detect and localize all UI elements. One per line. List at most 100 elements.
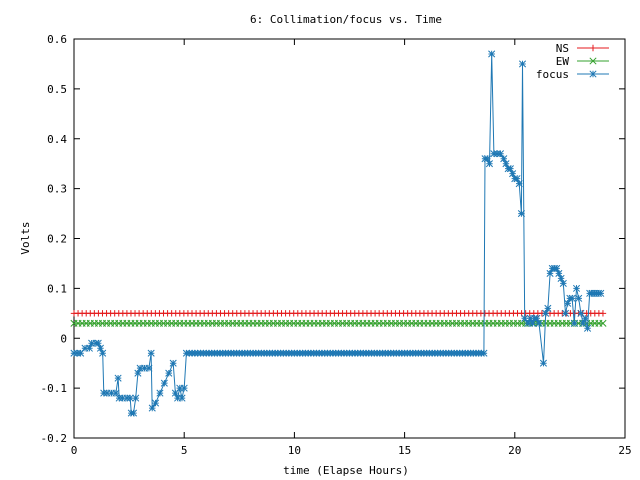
- data-point: [581, 314, 589, 322]
- data-point: [572, 284, 581, 292]
- data-point: [148, 404, 156, 412]
- data-point: [85, 344, 93, 352]
- x-axis-label: time (Elapse Hours): [283, 464, 409, 477]
- data-point: [88, 339, 96, 347]
- y-tick-label: 0.1: [47, 282, 67, 295]
- y-tick-label: 0: [60, 332, 67, 345]
- data-point: [490, 150, 498, 158]
- data-point: [123, 394, 131, 402]
- data-point: [244, 349, 252, 357]
- data-point: [542, 309, 550, 317]
- legend-label: focus: [536, 68, 569, 81]
- data-point: [464, 349, 472, 357]
- data-point: [160, 379, 168, 387]
- x-tick-label: 0: [71, 444, 78, 457]
- legend-marker: [589, 57, 597, 65]
- data-point: [100, 389, 108, 397]
- data-point: [535, 319, 543, 327]
- legend-marker: [589, 70, 597, 78]
- y-tick-label: 0.4: [47, 133, 67, 146]
- series-layer: [70, 50, 607, 417]
- data-point: [96, 344, 105, 352]
- data-point: [176, 384, 184, 392]
- data-point: [288, 349, 296, 357]
- data-point: [557, 274, 565, 282]
- data-point: [332, 349, 340, 357]
- data-point: [180, 384, 188, 392]
- data-point: [132, 394, 140, 402]
- x-tick-label: 15: [398, 444, 411, 457]
- data-point: [561, 309, 570, 317]
- data-point: [502, 160, 510, 168]
- data-point: [526, 314, 534, 322]
- legend-label: EW: [556, 55, 570, 68]
- y-tick-label: 0.5: [47, 83, 67, 96]
- data-point: [107, 389, 116, 397]
- data-point: [483, 155, 491, 163]
- data-point: [136, 364, 144, 372]
- data-point: [544, 304, 552, 312]
- data-point: [559, 279, 567, 287]
- plot-frame: [73, 38, 626, 439]
- data-point: [118, 394, 127, 402]
- x-tick-label: 25: [618, 444, 631, 457]
- series-focus: [70, 50, 605, 417]
- data-point: [420, 349, 428, 357]
- data-point: [506, 165, 514, 173]
- data-point: [488, 50, 496, 58]
- data-point: [112, 389, 120, 397]
- data-point: [140, 364, 149, 372]
- legend-label: NS: [556, 42, 569, 55]
- axis-ticks: 0 5 10 15 20 25 -0.2 -0.1 0 0.1 0.2 0.3 0.4 0.5 0.6: [41, 33, 632, 457]
- data-point: [575, 294, 583, 302]
- data-point: [493, 150, 501, 158]
- y-tick-label: 0.3: [47, 183, 67, 196]
- data-point: [199, 349, 207, 357]
- data-point: [533, 314, 541, 322]
- data-point: [564, 299, 572, 307]
- data-point: [599, 319, 607, 327]
- data-point: [81, 344, 89, 352]
- data-point: [485, 160, 494, 168]
- y-tick-label: -0.2: [41, 432, 68, 445]
- data-point: [151, 399, 160, 407]
- data-point: [77, 349, 85, 357]
- data-point: [156, 389, 164, 397]
- data-point: [169, 359, 177, 367]
- data-point: [129, 409, 138, 417]
- legend-marker: [589, 44, 597, 52]
- data-point: [73, 349, 81, 357]
- data-point: [546, 269, 554, 277]
- data-point: [145, 364, 153, 372]
- data-point: [518, 60, 527, 68]
- data-point: [103, 389, 111, 397]
- data-point: [524, 319, 532, 327]
- series-line: [74, 53, 601, 414]
- y-tick-label: -0.1: [41, 382, 68, 395]
- data-point: [509, 170, 517, 178]
- data-point: [513, 175, 521, 183]
- chart-title: 6: Collimation/focus vs. Time: [250, 13, 442, 26]
- data-point: [555, 269, 563, 277]
- data-point: [583, 324, 592, 332]
- data-point: [539, 359, 548, 367]
- data-point: [521, 314, 529, 322]
- x-tick-label: 10: [288, 444, 301, 457]
- plot-border: [73, 38, 626, 439]
- data-point: [126, 394, 134, 402]
- data-point: [500, 155, 508, 163]
- x-tick-label: 20: [508, 444, 521, 457]
- x-tick-label: 5: [181, 444, 188, 457]
- data-point: [165, 369, 173, 377]
- data-point: [70, 349, 78, 357]
- y-axis-label: Volts: [19, 221, 32, 254]
- data-point: [517, 210, 525, 218]
- data-point: [515, 180, 523, 188]
- data-point: [376, 349, 384, 357]
- data-point: [568, 294, 576, 302]
- data-point: [528, 319, 536, 327]
- series-ns: [70, 310, 607, 317]
- data-point: [570, 319, 578, 327]
- data-point: [496, 150, 505, 158]
